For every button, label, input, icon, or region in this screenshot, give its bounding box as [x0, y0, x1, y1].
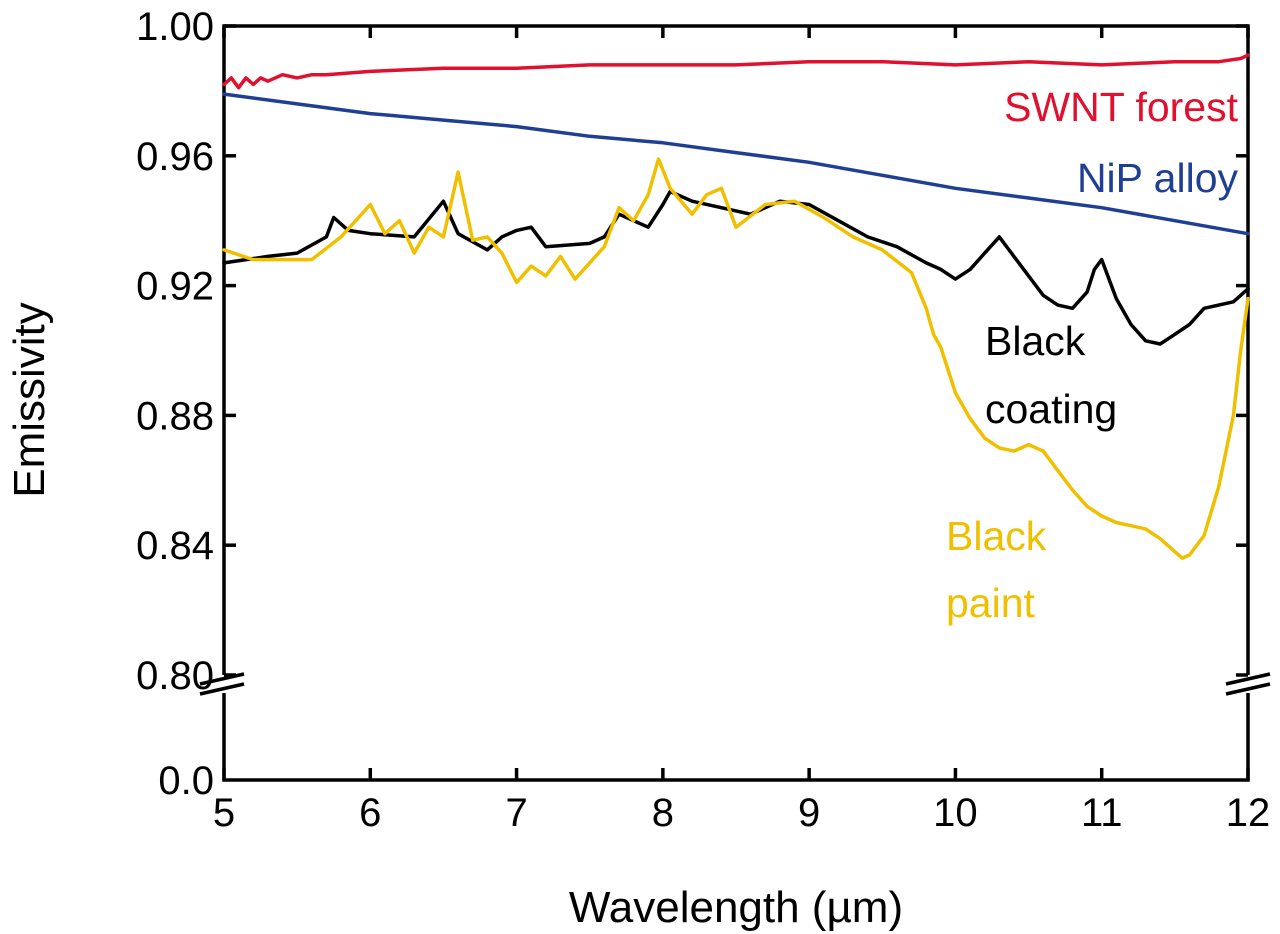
y-tick-label-0: 1.00	[136, 5, 214, 49]
series-line-swnt-forest	[222, 53, 1250, 90]
series-lines	[222, 53, 1250, 560]
series-line-black-paint	[222, 157, 1250, 560]
series-line-black-coating	[222, 189, 1250, 346]
series-label-nip-alloy: NiP alloy	[1077, 155, 1239, 201]
series-label-black-coating-line2: coating	[985, 386, 1117, 432]
y-axis-break-left	[199, 672, 245, 696]
series-label-black-paint-line2: paint	[946, 580, 1036, 626]
y-axis-break-right	[1225, 672, 1271, 696]
y-tick-label-5: 0.80	[136, 654, 214, 698]
series-label-black-coating-line1: Black	[985, 318, 1086, 364]
plot-frame	[222, 24, 1250, 782]
series-line-nip-alloy	[222, 92, 1250, 236]
x-tick-label-7: 12	[1226, 791, 1271, 835]
x-tick-label-1: 6	[359, 791, 381, 835]
axis-tick-labels: 5 6 7 8 9 10 11 12 1.00 0.96 0.92 0.88 0.84 0.80 0.0	[136, 5, 1270, 835]
y-tick-label-1: 0.96	[136, 135, 214, 179]
x-tick-label-6: 11	[1081, 791, 1123, 835]
y-tick-label-2: 0.92	[136, 265, 214, 309]
x-tick-label-4: 9	[798, 791, 820, 835]
y-axis-title: Emissivity	[5, 302, 54, 498]
series-label-black-paint-line1: Black	[946, 513, 1047, 559]
x-tick-label-0: 5	[213, 791, 235, 835]
y-tick-label-4: 0.84	[136, 524, 214, 568]
x-tick-label-3: 8	[652, 791, 674, 835]
x-tick-label-5: 10	[933, 791, 978, 835]
x-axis-title: Wavelength (µm)	[569, 883, 903, 932]
y-tick-label-lower-0: 0.0	[158, 759, 214, 803]
y-tick-label-3: 0.88	[136, 394, 214, 438]
series-label-swnt-forest: SWNT forest	[1004, 84, 1238, 130]
axis-ticks	[222, 24, 1250, 780]
x-tick-label-2: 7	[505, 791, 527, 835]
